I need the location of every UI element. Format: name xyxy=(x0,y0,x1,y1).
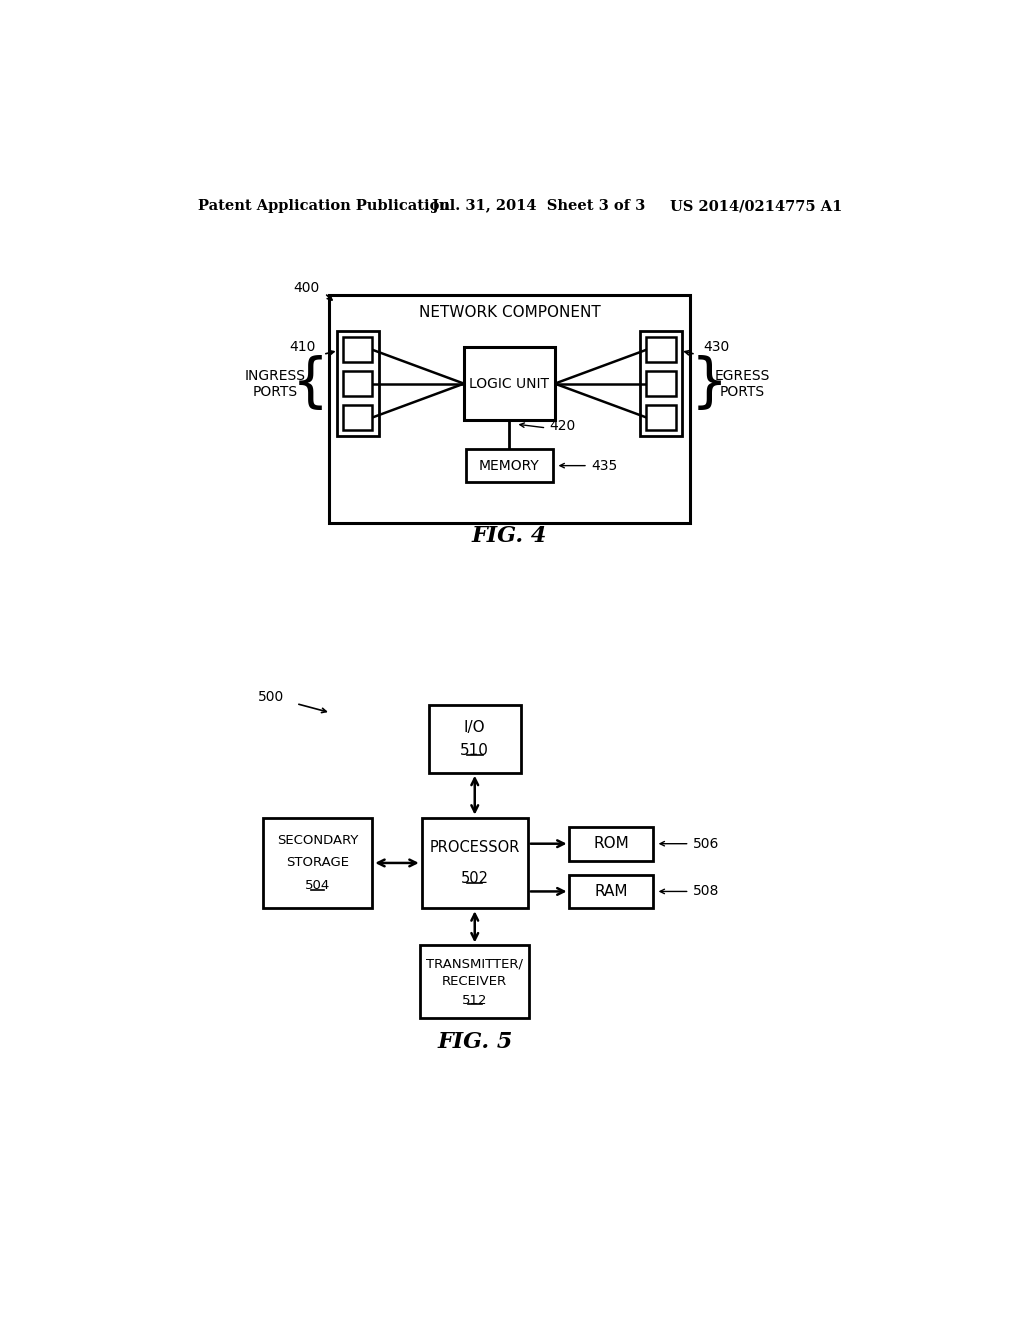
Bar xyxy=(646,405,676,430)
Text: Jul. 31, 2014  Sheet 3 of 3: Jul. 31, 2014 Sheet 3 of 3 xyxy=(432,199,646,213)
Text: ROM: ROM xyxy=(593,836,629,851)
Text: 500: 500 xyxy=(258,690,285,705)
Text: 508: 508 xyxy=(692,884,719,899)
Bar xyxy=(337,331,379,436)
Text: 504: 504 xyxy=(305,879,331,892)
Text: {: { xyxy=(292,355,329,412)
Bar xyxy=(466,450,553,482)
Text: LOGIC UNIT: LOGIC UNIT xyxy=(469,376,550,391)
Text: 512: 512 xyxy=(462,994,487,1007)
Text: PROCESSOR: PROCESSOR xyxy=(429,841,520,855)
Text: STORAGE: STORAGE xyxy=(286,857,349,870)
Text: Patent Application Publication: Patent Application Publication xyxy=(199,199,451,213)
Bar xyxy=(464,347,555,420)
Text: US 2014/0214775 A1: US 2014/0214775 A1 xyxy=(670,199,842,213)
Text: FIG. 4: FIG. 4 xyxy=(472,525,547,546)
Text: FIG. 5: FIG. 5 xyxy=(437,1031,512,1053)
Text: 510: 510 xyxy=(461,743,489,758)
Bar xyxy=(343,371,373,396)
Bar xyxy=(343,338,373,362)
Bar xyxy=(330,296,689,523)
Bar xyxy=(420,945,529,1019)
Bar xyxy=(422,817,528,908)
Bar xyxy=(263,817,373,908)
Text: SECONDARY: SECONDARY xyxy=(276,834,358,846)
Text: RECEIVER: RECEIVER xyxy=(442,975,507,989)
Bar xyxy=(429,705,521,774)
Text: TRANSMITTER/: TRANSMITTER/ xyxy=(426,957,523,970)
Text: 430: 430 xyxy=(703,339,730,354)
Text: I/O: I/O xyxy=(464,721,485,735)
Text: 420: 420 xyxy=(550,420,575,433)
Text: EGRESS
PORTS: EGRESS PORTS xyxy=(715,368,770,399)
Text: }: } xyxy=(690,355,727,412)
Text: 506: 506 xyxy=(692,837,719,850)
Bar xyxy=(569,875,652,908)
Bar xyxy=(640,331,682,436)
Bar xyxy=(646,338,676,362)
Bar xyxy=(569,826,652,861)
Text: 502: 502 xyxy=(461,871,488,886)
Bar xyxy=(343,405,373,430)
Text: 435: 435 xyxy=(591,458,617,473)
Text: MEMORY: MEMORY xyxy=(479,458,540,473)
Text: NETWORK COMPONENT: NETWORK COMPONENT xyxy=(419,305,600,319)
Bar xyxy=(646,371,676,396)
Text: INGRESS
PORTS: INGRESS PORTS xyxy=(245,368,306,399)
Text: 400: 400 xyxy=(293,281,319,294)
Text: RAM: RAM xyxy=(594,884,628,899)
Text: 410: 410 xyxy=(289,339,315,354)
